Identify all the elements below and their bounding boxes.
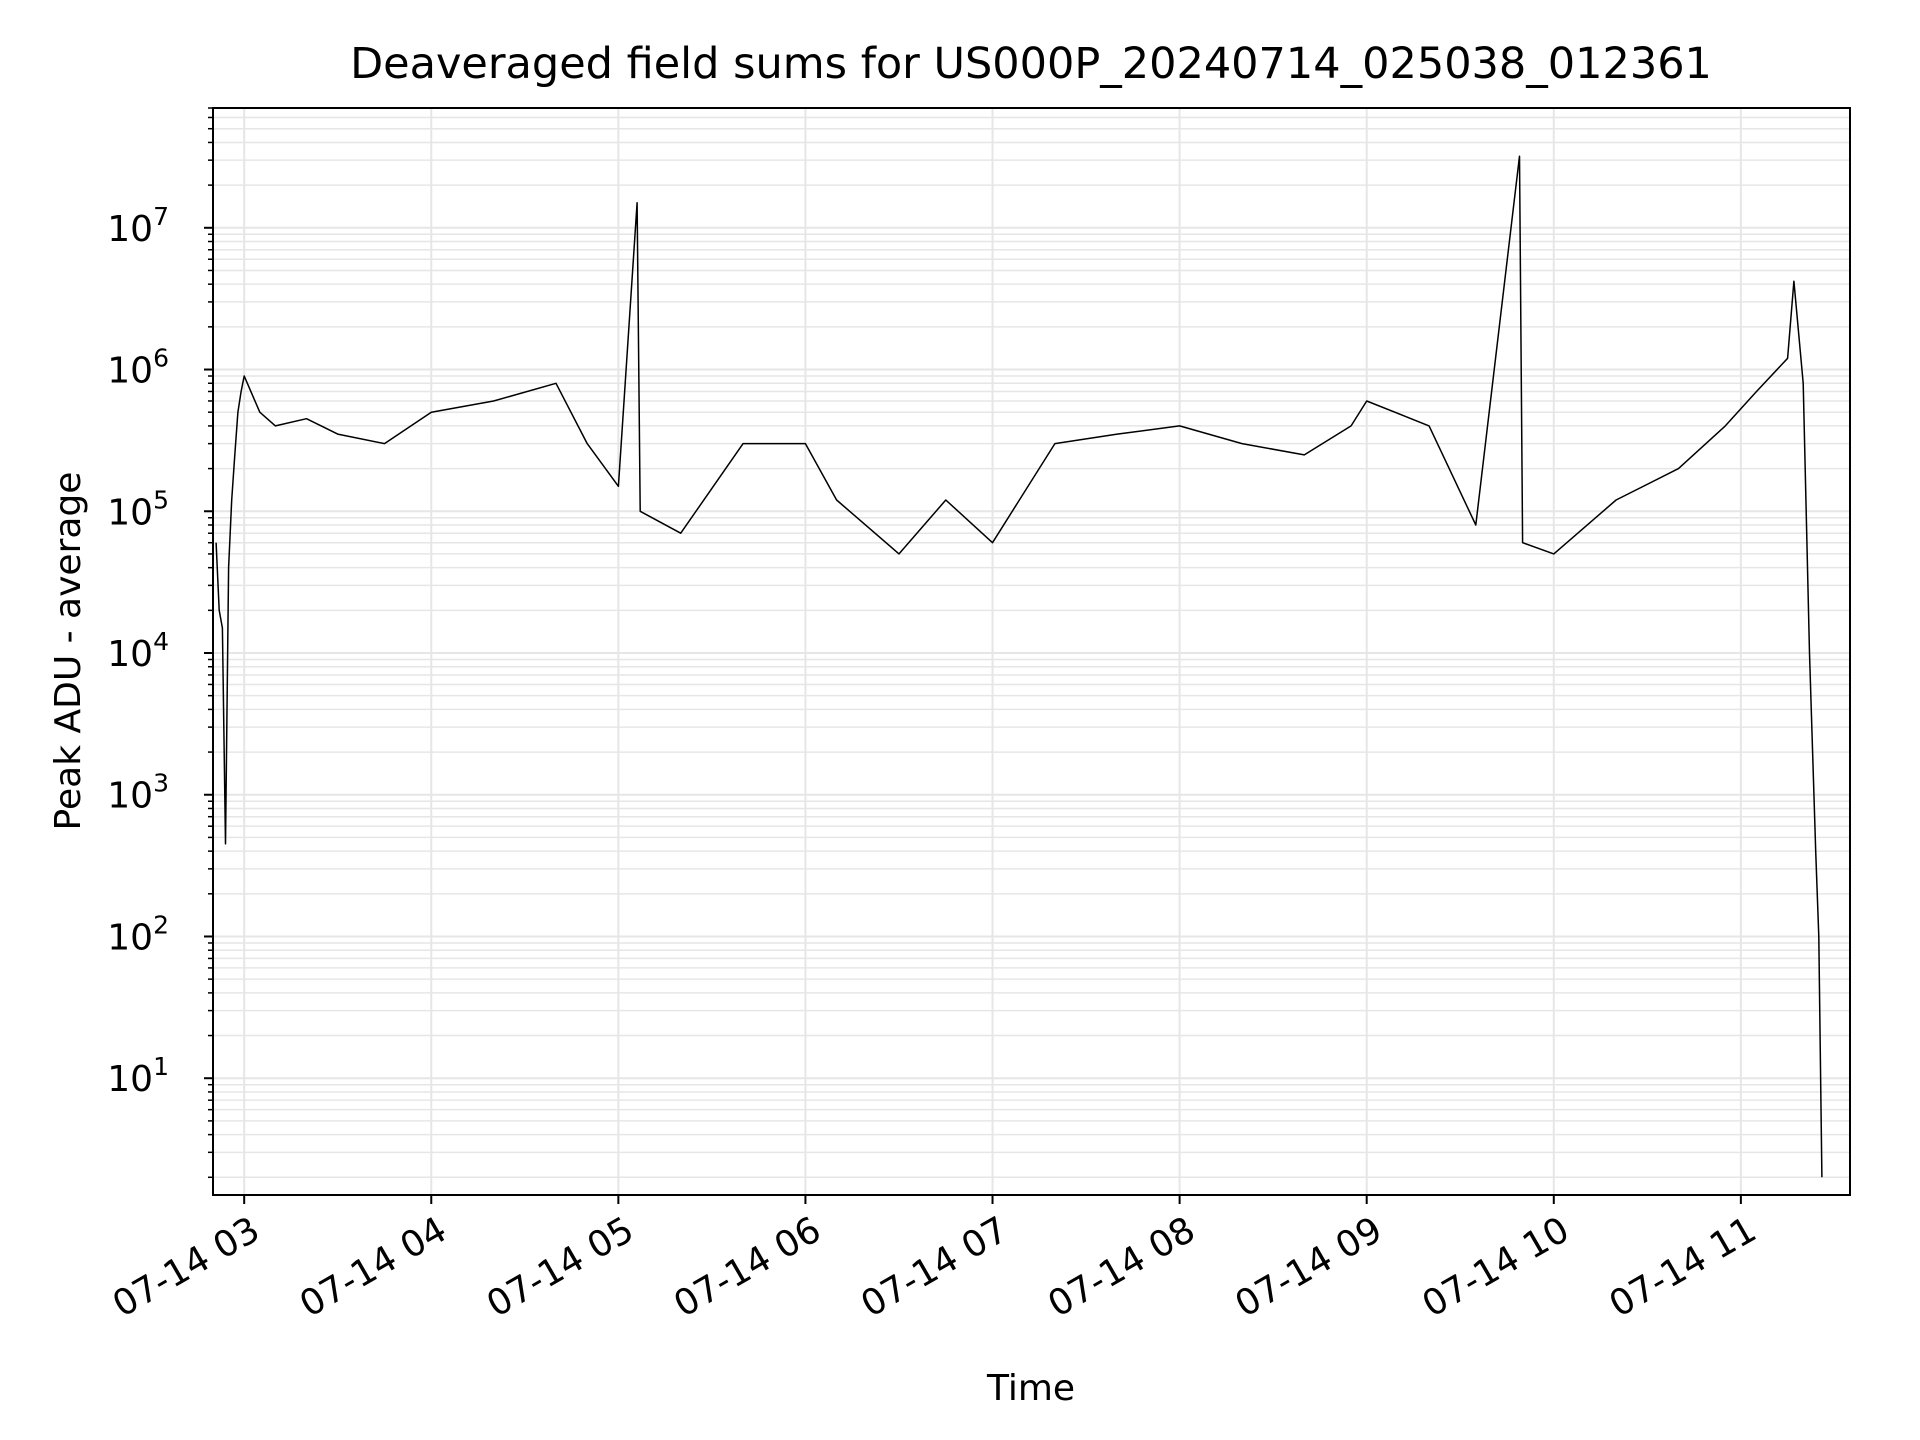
y-tick-label: 105 (107, 485, 169, 533)
y-axis-label: Peak ADU - average (48, 472, 89, 831)
chart-title: Deaveraged field sums for US000P_2024071… (350, 39, 1712, 89)
y-tick-label: 101 (107, 1052, 169, 1100)
y-tick-label: 103 (107, 769, 169, 817)
y-tick-label: 102 (107, 910, 169, 958)
data-series (215, 155, 1823, 1178)
series-line (215, 155, 1823, 1178)
y-tick-label: 107 (107, 202, 169, 250)
plot-frame (212, 107, 1851, 1196)
y-tick-label: 104 (107, 627, 169, 675)
x-axis-label: Time (986, 1368, 1075, 1409)
y-tick-label: 106 (107, 344, 169, 392)
